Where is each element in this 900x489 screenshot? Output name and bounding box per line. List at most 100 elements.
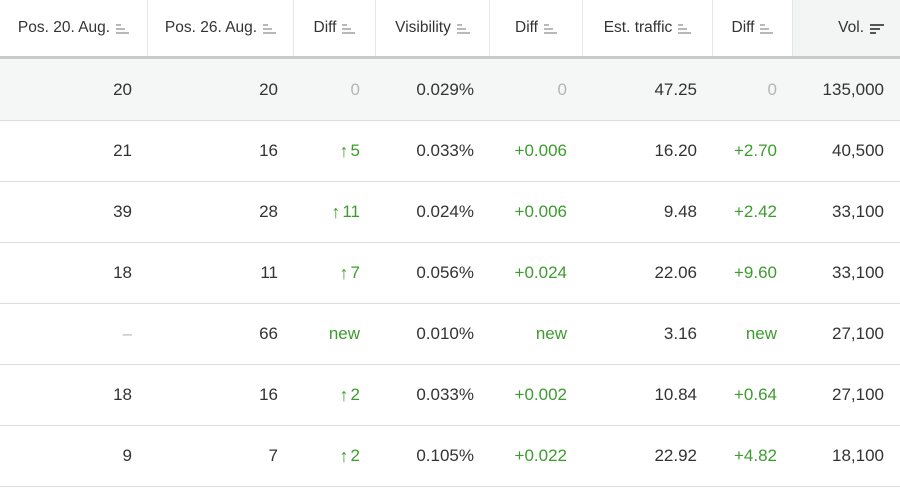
traffic-value: 10.84 xyxy=(654,385,697,404)
column-header-label: Vol. xyxy=(838,19,864,36)
position-new-value: 20 xyxy=(259,79,278,99)
table-body: 20 20 0 0.029% 0 47.25 0 135,000 21 16 ↑ 5 0.033% +0.… xyxy=(0,59,900,487)
position-old-cell: – xyxy=(0,304,148,364)
visibility-value: 0.033% xyxy=(416,141,474,160)
traffic-diff-cell: +2.70 xyxy=(713,121,793,181)
volume-value: 33,100 xyxy=(832,202,884,221)
column-header-traffic[interactable]: Est. traffic xyxy=(583,0,713,56)
table-row[interactable]: 18 11 ↑ 7 0.056% +0.024 22.06 +9.60 33,100 xyxy=(0,243,900,304)
column-header-label: Pos. 20. Aug. xyxy=(17,19,111,36)
position-new-value: 7 xyxy=(268,446,278,465)
traffic-diff-value: new xyxy=(745,324,777,343)
visibility-cell: 0.033% xyxy=(376,121,490,181)
traffic-diff-cell: new xyxy=(713,304,793,364)
traffic-cell: 9.48 xyxy=(583,182,713,242)
traffic-diff-value: +9.60 xyxy=(733,263,777,282)
visibility-value: 0.024% xyxy=(416,202,474,221)
visibility-value: 0.010% xyxy=(416,324,474,343)
position-old-cell: 21 xyxy=(0,121,148,181)
traffic-value: 47.25 xyxy=(654,79,697,99)
traffic-diff-value: 0 xyxy=(767,79,777,99)
visibility-diff-cell: 0 xyxy=(490,59,583,120)
visibility-cell: 0.029% xyxy=(376,59,490,120)
volume-value: 27,100 xyxy=(832,324,884,343)
table-row[interactable]: 20 20 0 0.029% 0 47.25 0 135,000 xyxy=(0,59,900,121)
volume-cell: 33,100 xyxy=(793,243,900,303)
table-row[interactable]: – 66 new 0.010% new 3.16 new 27,100 xyxy=(0,304,900,365)
traffic-value: 22.06 xyxy=(654,263,697,282)
position-old-value: 20 xyxy=(113,79,132,99)
column-header-traffic-diff[interactable]: Diff xyxy=(713,0,793,56)
position-old-cell: 9 xyxy=(0,426,148,486)
column-header-label: Est. traffic xyxy=(603,19,673,36)
sort-inactive-icon[interactable] xyxy=(543,24,557,34)
position-new-cell: 11 xyxy=(148,243,294,303)
position-diff-value: new xyxy=(328,324,360,343)
sort-inactive-icon[interactable] xyxy=(760,24,774,34)
sort-inactive-icon[interactable] xyxy=(456,24,470,34)
position-old-cell: 18 xyxy=(0,243,148,303)
position-diff-cell: ↑ 2 xyxy=(294,365,376,425)
visibility-diff-value: +0.002 xyxy=(514,385,567,404)
traffic-value: 3.16 xyxy=(663,324,697,343)
position-old-cell: 18 xyxy=(0,365,148,425)
position-new-value: 28 xyxy=(259,202,278,221)
traffic-cell: 22.06 xyxy=(583,243,713,303)
traffic-diff-cell: +0.64 xyxy=(713,365,793,425)
column-header-visibility[interactable]: Visibility xyxy=(376,0,490,56)
traffic-cell: 47.25 xyxy=(583,59,713,120)
position-old-value: 9 xyxy=(122,446,132,465)
arrow-up-icon: ↑ xyxy=(339,445,349,466)
position-old-value: – xyxy=(122,324,132,343)
visibility-diff-value: +0.006 xyxy=(514,141,567,160)
column-header-label: Diff xyxy=(731,19,755,36)
traffic-value: 16.20 xyxy=(654,141,697,160)
arrow-up-icon: ↑ xyxy=(331,201,341,222)
traffic-diff-cell: 0 xyxy=(713,59,793,120)
arrow-up-icon: ↑ xyxy=(339,384,349,405)
sort-inactive-icon[interactable] xyxy=(342,24,356,34)
traffic-diff-value: +4.82 xyxy=(733,446,777,465)
volume-value: 135,000 xyxy=(822,79,884,99)
position-old-value: 18 xyxy=(113,263,132,282)
visibility-diff-value: +0.024 xyxy=(514,263,567,282)
sort-inactive-icon[interactable] xyxy=(116,24,130,34)
position-diff-cell: new xyxy=(294,304,376,364)
column-header-label: Visibility xyxy=(395,19,451,36)
column-header-pos-diff[interactable]: Diff xyxy=(294,0,376,56)
visibility-cell: 0.010% xyxy=(376,304,490,364)
traffic-diff-value: +0.64 xyxy=(733,385,777,404)
traffic-cell: 3.16 xyxy=(583,304,713,364)
volume-cell: 40,500 xyxy=(793,121,900,181)
column-header-volume[interactable]: Vol. xyxy=(793,0,900,56)
visibility-diff-value: +0.022 xyxy=(514,446,567,465)
sort-descending-icon[interactable] xyxy=(870,24,884,34)
table-row[interactable]: 18 16 ↑ 2 0.033% +0.002 10.84 +0.64 27,100 xyxy=(0,365,900,426)
table-row[interactable]: 39 28 ↑ 11 0.024% +0.006 9.48 +2.42 33,100 xyxy=(0,182,900,243)
column-header-visibility-diff[interactable]: Diff xyxy=(490,0,583,56)
sort-inactive-icon[interactable] xyxy=(678,24,692,34)
column-header-label: Diff xyxy=(313,19,337,36)
position-diff-value: 2 xyxy=(350,385,360,404)
table-row[interactable]: 9 7 ↑ 2 0.105% +0.022 22.92 +4.82 18,100 xyxy=(0,426,900,487)
traffic-diff-cell: +2.42 xyxy=(713,182,793,242)
table-row[interactable]: 21 16 ↑ 5 0.033% +0.006 16.20 +2.70 40,500 xyxy=(0,121,900,182)
volume-cell: 33,100 xyxy=(793,182,900,242)
arrow-up-icon: ↑ xyxy=(339,140,349,161)
volume-value: 33,100 xyxy=(832,263,884,282)
position-diff-cell: 0 xyxy=(294,59,376,120)
position-diff-value: 11 xyxy=(342,202,360,221)
volume-cell: 27,100 xyxy=(793,365,900,425)
visibility-diff-cell: new xyxy=(490,304,583,364)
position-diff-value: 2 xyxy=(350,446,360,465)
position-new-cell: 7 xyxy=(148,426,294,486)
volume-value: 40,500 xyxy=(832,141,884,160)
position-new-cell: 16 xyxy=(148,121,294,181)
sort-inactive-icon[interactable] xyxy=(263,24,277,34)
volume-cell: 135,000 xyxy=(793,59,900,120)
visibility-cell: 0.056% xyxy=(376,243,490,303)
visibility-cell: 0.033% xyxy=(376,365,490,425)
column-header-pos-new[interactable]: Pos. 26. Aug. xyxy=(148,0,294,56)
position-new-cell: 16 xyxy=(148,365,294,425)
column-header-pos-old[interactable]: Pos. 20. Aug. xyxy=(0,0,148,56)
